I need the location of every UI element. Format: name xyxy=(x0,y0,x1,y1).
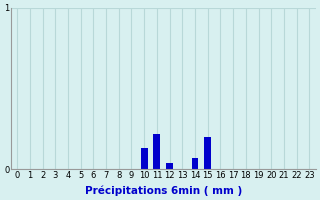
Bar xyxy=(191,158,198,169)
X-axis label: Précipitations 6min ( mm ): Précipitations 6min ( mm ) xyxy=(84,185,242,196)
Bar xyxy=(153,134,160,169)
Bar xyxy=(166,163,173,169)
Bar xyxy=(204,137,211,169)
Bar xyxy=(141,148,148,169)
